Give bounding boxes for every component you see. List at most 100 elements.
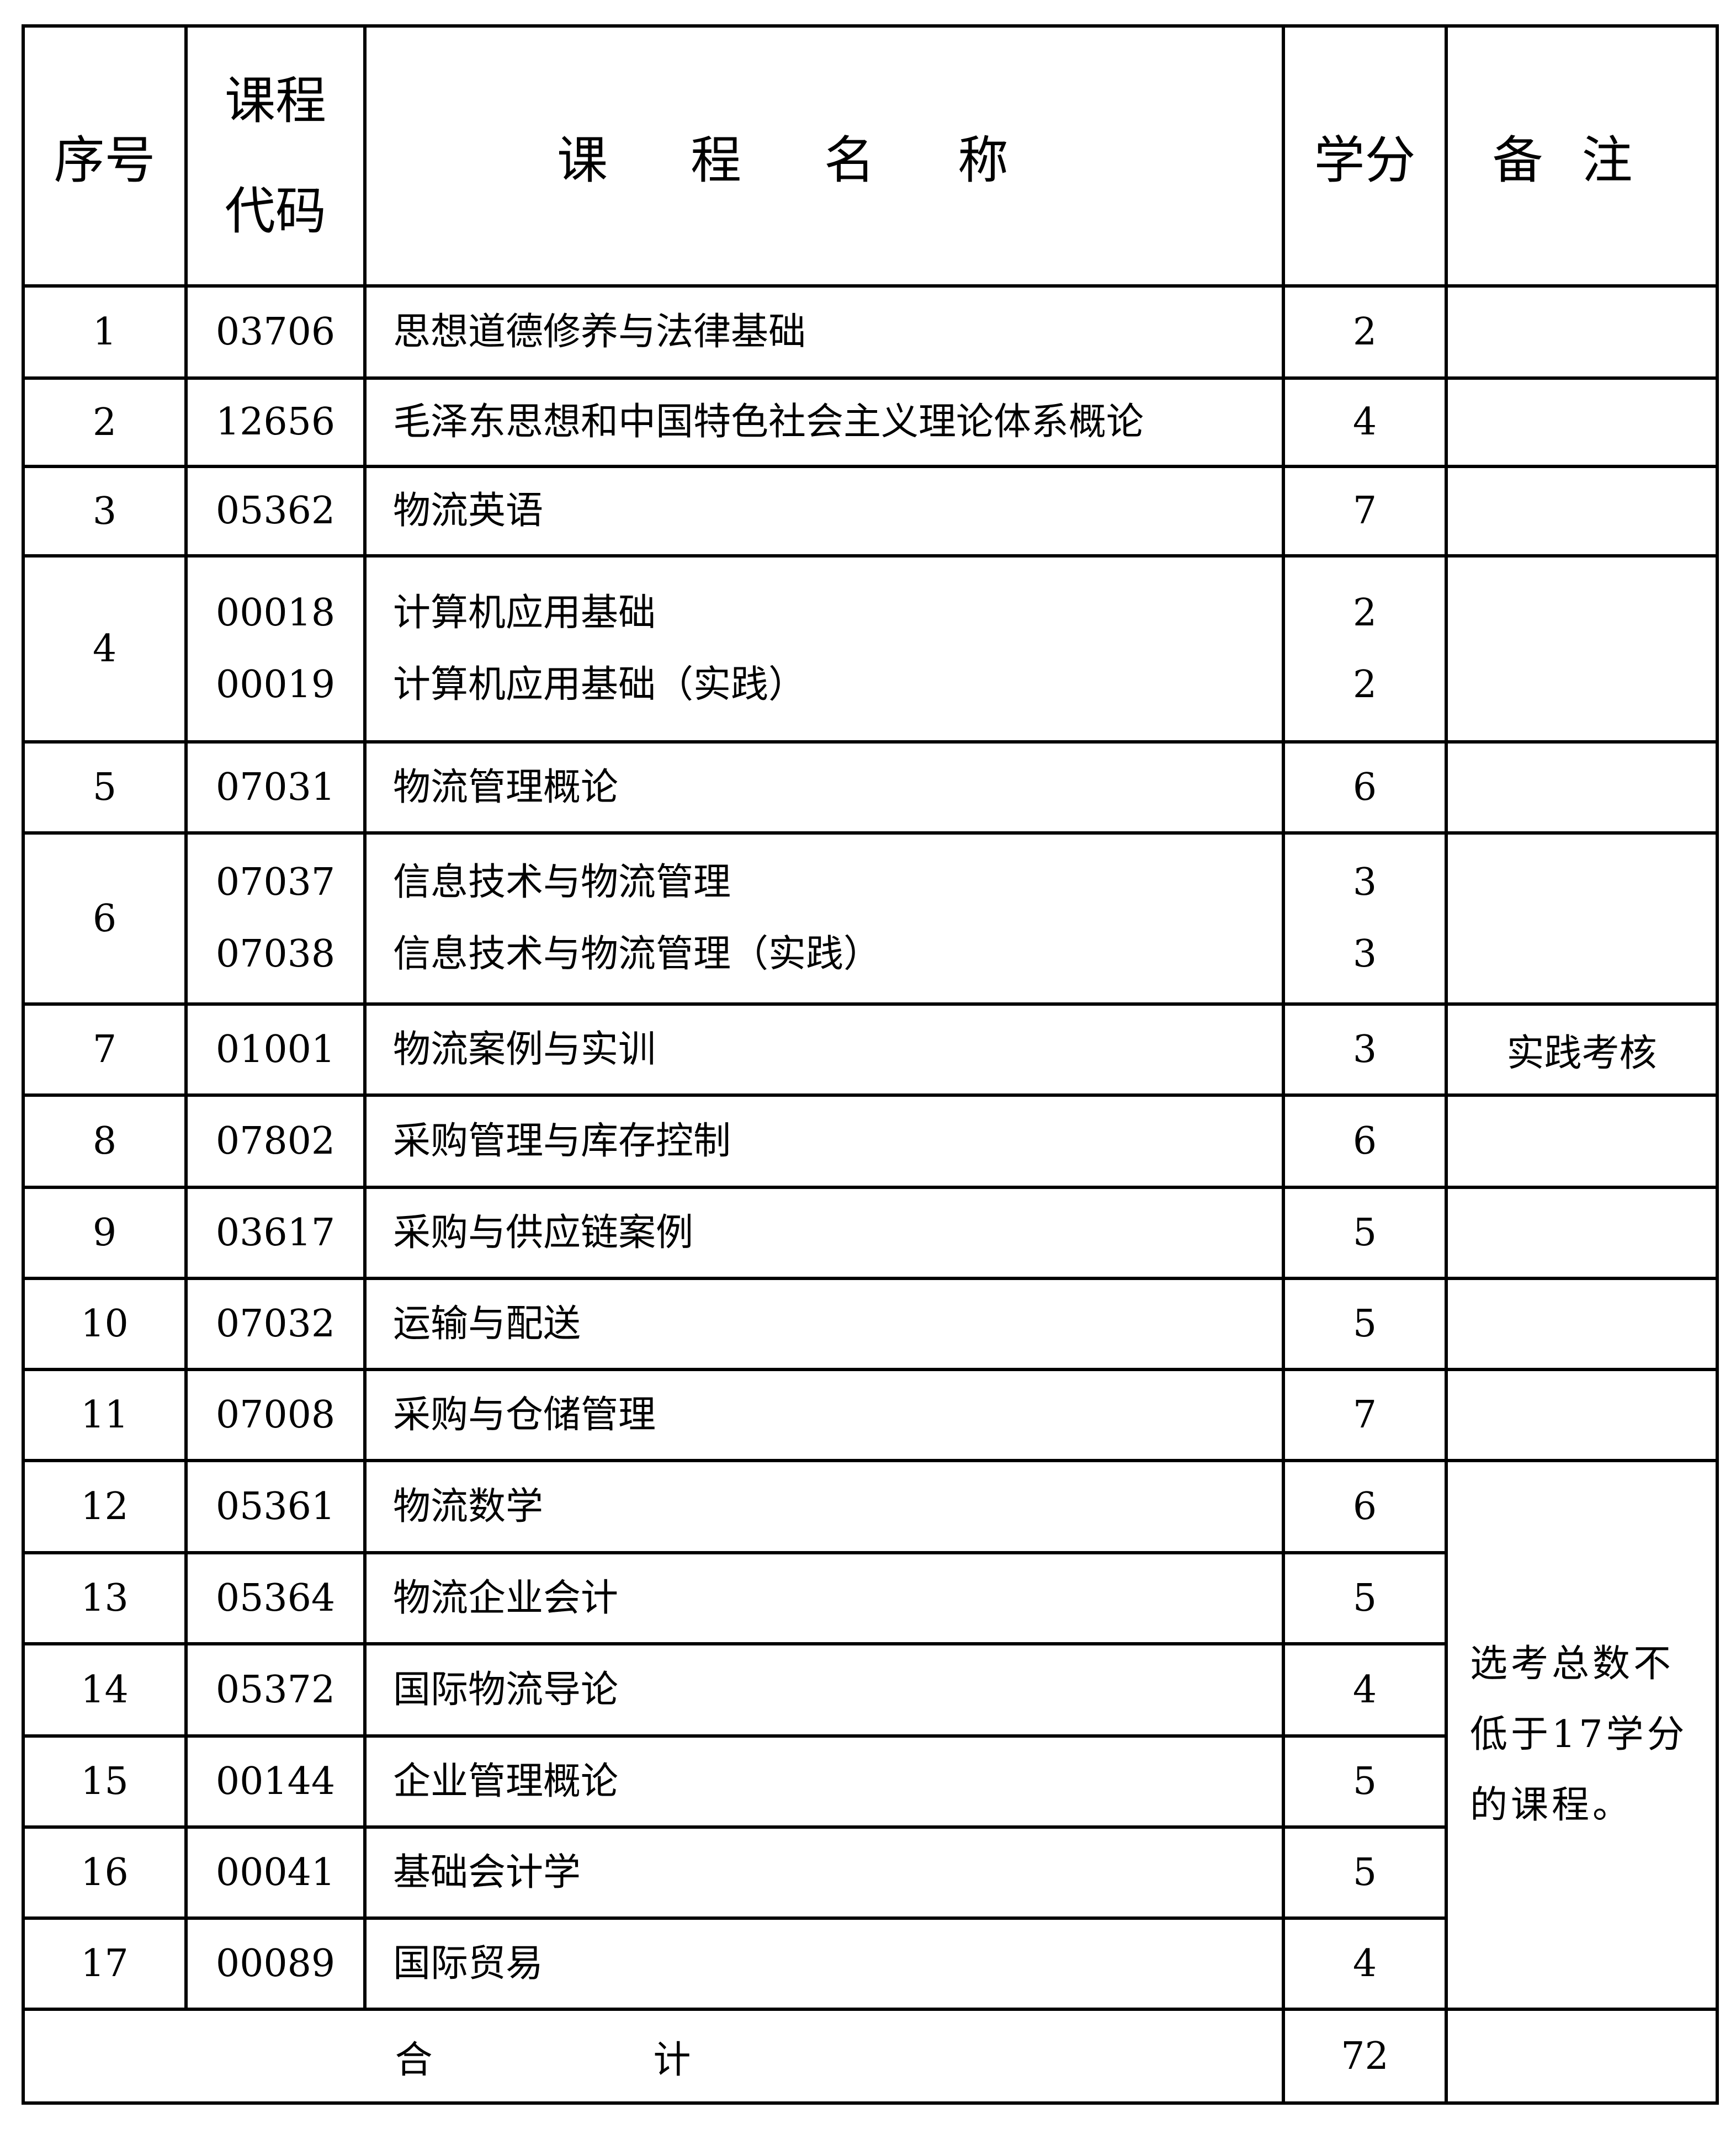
total-label: 合计 [22,2008,1285,2105]
course-code: 07008 [215,1393,336,1437]
row-name: 国际物流导论 [363,1642,1285,1738]
row-name: 国际贸易 [363,1916,1285,2011]
row-code: 01001 [184,1002,367,1097]
row-remark [1445,465,1719,558]
table-row: 2 12656 毛泽东思想和中国特色社会主义理论体系概论 4 [22,376,1719,468]
row-index: 4 [22,554,188,744]
total-credits: 72 [1282,2008,1448,2105]
course-credits: 4 [1352,400,1377,444]
header-code-line1: 课程 [224,71,326,130]
table-row: 3 05362 物流英语 7 [22,465,1719,558]
header-code: 课程 代码 [184,24,367,288]
table-row: 11 07008 采购与仓储管理 7 [22,1368,1719,1462]
row-credits: 4 [1282,376,1448,468]
table-row: 14 05372 国际物流导论 4 [22,1642,1717,1738]
row-code: 07037 07038 [184,831,367,1006]
course-credits: 3 [1352,861,1377,904]
row-index: 11 [22,1368,188,1462]
row-credits: 2 [1282,284,1448,380]
row-credits: 4 [1282,1642,1448,1738]
course-credits: 5 [1352,1210,1377,1255]
table-row: 7 01001 物流案例与实训 3 实践考核 [22,1002,1719,1097]
row-credits: 6 [1282,1459,1448,1554]
course-code: 05372 [215,1668,336,1712]
course-name: 物流数学 [393,1484,544,1528]
row-remark [1445,740,1719,835]
course-name: 国际物流导论 [393,1668,619,1712]
course-code: 00018 [215,591,336,635]
course-credits: 3 [1352,1027,1377,1071]
row-index: 2 [22,376,188,468]
row-code: 07008 [184,1368,367,1462]
row-name: 采购管理与库存控制 [363,1093,1285,1189]
course-name: 采购与仓储管理 [393,1393,656,1437]
row-code: 03617 [184,1186,367,1280]
row-index: 6 [22,831,188,1006]
table-row: 16 00041 基础会计学 5 [22,1825,1717,1920]
course-code: 07038 [215,932,336,976]
course-credits: 6 [1352,765,1377,809]
course-code: 05362 [215,489,336,533]
course-credits: 6 [1352,1484,1377,1528]
header-row: 序号 课程 代码 课程名称 学分 备注 [22,24,1719,288]
row-index: 10 [22,1277,188,1371]
row-credits: 5 [1282,1825,1448,1920]
row-code: 00041 [184,1825,367,1920]
row-remark [1445,1368,1719,1462]
row-index: 3 [22,465,188,558]
course-credits: 4 [1352,1941,1377,1985]
row-remark: 实践考核 [1445,1002,1719,1097]
course-credits: 2 [1352,310,1377,354]
table-row: 5 07031 物流管理概论 6 [22,740,1719,835]
row-index: 1 [22,284,188,380]
row-name: 基础会计学 [363,1825,1285,1920]
row-credits: 5 [1282,1551,1448,1645]
header-code-line2: 代码 [224,181,326,241]
table-row: 13 05364 物流企业会计 5 [22,1551,1717,1645]
row-index: 12 [22,1459,188,1554]
row-index: 8 [22,1093,188,1189]
row-code: 00018 00019 [184,554,367,744]
course-name: 信息技术与物流管理 [393,861,731,904]
course-code: 07032 [215,1302,336,1346]
row-name: 物流管理概论 [363,740,1285,835]
table-row: 6 07037 07038 信息技术与物流管理 信息技术与物流管理（实践） 3 3 [22,831,1719,1006]
course-name: 毛泽东思想和中国特色社会主义理论体系概论 [393,400,1144,444]
course-code: 07802 [215,1119,336,1163]
course-credits: 7 [1352,1393,1377,1437]
row-code: 00089 [184,1916,367,2011]
course-name: 采购管理与库存控制 [393,1119,731,1163]
row-code: 07032 [184,1277,367,1371]
course-code: 00144 [215,1759,336,1803]
course-credits: 6 [1352,1119,1377,1163]
row-code: 05362 [184,465,367,558]
course-code: 12656 [215,400,336,444]
course-name: 物流英语 [393,489,544,533]
header-index: 序号 [22,24,188,288]
row-credits: 3 [1282,1002,1448,1097]
row-name: 物流数学 [363,1459,1285,1554]
row-name: 物流英语 [363,465,1285,558]
row-index: 9 [22,1186,188,1280]
total-remark [1445,2008,1719,2105]
table-row: 15 00144 企业管理概论 5 [22,1734,1717,1829]
course-code: 07037 [215,861,336,904]
table-row: 9 03617 采购与供应链案例 5 [22,1186,1719,1280]
table-row: 17 00089 国际贸易 4 [22,1916,1717,2011]
total-row: 合计 72 [22,2008,1719,2105]
elective-remark: 选考总数不低于17学分的课程。 [1445,1459,1719,2011]
row-code: 07802 [184,1093,367,1189]
course-name: 企业管理概论 [393,1759,619,1803]
row-index: 13 [22,1551,188,1645]
row-code: 05364 [184,1551,367,1645]
header-credits: 学分 [1282,24,1448,288]
row-index: 16 [22,1825,188,1920]
course-credits: 3 [1352,932,1377,976]
table-row: 1 03706 思想道德修养与法律基础 2 [22,284,1719,380]
course-credits: 7 [1352,489,1377,533]
row-index: 15 [22,1734,188,1829]
course-name: 运输与配送 [393,1302,581,1346]
course-table: 序号 课程 代码 课程名称 学分 备注 1 03706 思想道德修养与法律基础 2 2 1… [22,24,1719,2105]
